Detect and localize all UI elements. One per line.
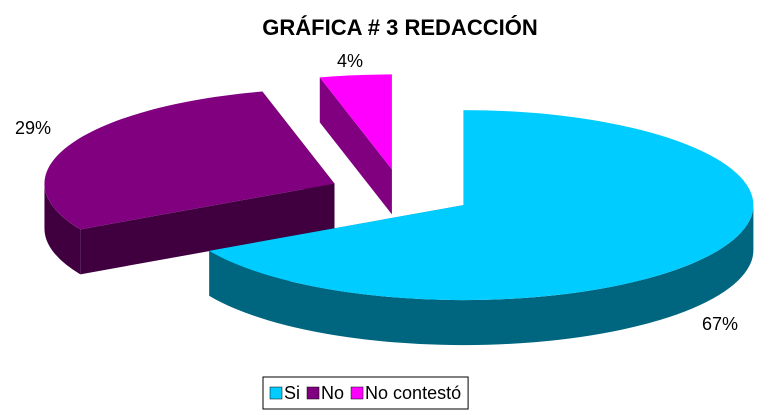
- legend-label: Si: [284, 383, 300, 403]
- slice: [319, 74, 392, 215]
- legend-label: No contestó: [365, 383, 461, 403]
- legend-swatch: [269, 386, 283, 400]
- legend-label: No: [321, 383, 344, 403]
- slice-wall: [80, 183, 335, 275]
- slice-top: [209, 110, 754, 301]
- slice-top: [44, 91, 335, 230]
- chart-title: GRÁFICA # 3 REDACCIÓN: [262, 15, 537, 40]
- data-label: 67%: [702, 314, 738, 334]
- legend-swatch: [306, 386, 320, 400]
- slice-side: [209, 205, 754, 346]
- slice-wall: [319, 77, 392, 215]
- data-label: 29%: [15, 118, 51, 138]
- legend: Si No No contestó: [262, 376, 469, 410]
- slice-side: [44, 183, 81, 275]
- data-label: 4%: [337, 51, 363, 71]
- slice: [209, 110, 754, 346]
- pie: 67% 29% 4%: [15, 51, 754, 346]
- legend-box: [262, 376, 469, 410]
- legend-swatch: [350, 386, 364, 400]
- slice-top: [319, 74, 392, 170]
- slice: [44, 91, 335, 275]
